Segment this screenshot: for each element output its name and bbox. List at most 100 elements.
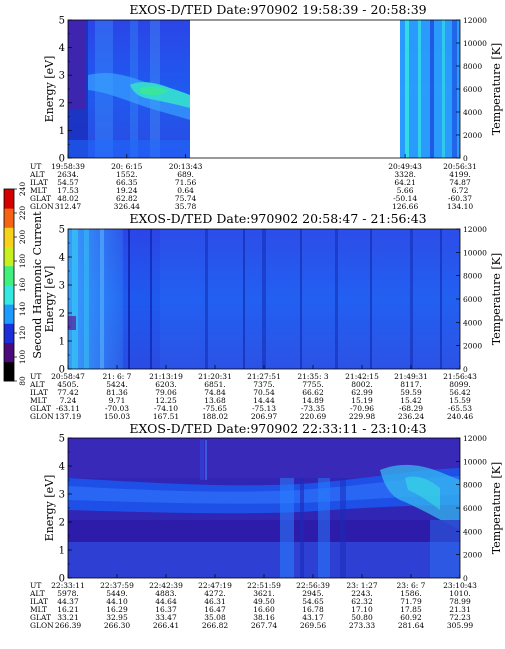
table-cell: 66.62 (302, 388, 324, 397)
table-cell: 8117. (400, 380, 421, 389)
table-cell: 240.46 (447, 412, 473, 421)
table-row-label: UT (30, 162, 41, 171)
y2-tick-label: 8000 (463, 272, 482, 281)
y-tick-label: 4 (59, 462, 65, 473)
table-cell: 23: 6: 7 (397, 581, 426, 590)
table-row-label: GLON (30, 412, 54, 421)
colorbar-ticks: 80 100 120 140 160 180 200 220 240 (14, 182, 27, 386)
table-cell: 305.99 (447, 621, 473, 630)
table-cell: 49.50 (253, 597, 275, 606)
table-cell: 13.68 (204, 396, 226, 405)
table-cell: 220.69 (300, 412, 326, 421)
table-cell: 236.24 (398, 412, 424, 421)
table-cell: 3621. (253, 589, 274, 598)
table-cell: 7755. (302, 380, 323, 389)
y2-tick-label: 6000 (463, 85, 482, 94)
panel-3-y2label: Temperature [K] (490, 462, 503, 554)
y2-tick-label: 10000 (463, 248, 487, 257)
colorbar-cell (4, 227, 14, 247)
table-cell: -75.65 (203, 404, 227, 413)
table-cell: 48.02 (57, 194, 79, 203)
table-cell: 64.21 (394, 178, 415, 187)
table-cell: -75.13 (252, 404, 276, 413)
table-row-label: GLON (30, 621, 54, 630)
table-cell: -70.03 (105, 404, 129, 413)
table-cell: 20: 6:15 (111, 162, 143, 171)
table-cell: 266.30 (104, 621, 130, 630)
y2-tick-label: 10000 (463, 39, 487, 48)
table-cell: 74.87 (449, 178, 471, 187)
table-cell: 15.59 (449, 396, 471, 405)
table-cell: 15.42 (400, 396, 422, 405)
table-cell: 21:56:43 (443, 372, 477, 381)
panel-2-title: EXOS-D/TED Date:970902 20:58:47 - 21:56:… (129, 211, 426, 226)
y2-tick-label: 8000 (463, 481, 482, 490)
colorbar-cell (4, 342, 14, 363)
table-cell: 19.24 (116, 186, 138, 195)
table-cell: 4199. (449, 170, 470, 179)
y2-tick-label: 6000 (463, 504, 482, 513)
table-cell: 5.66 (397, 186, 414, 195)
colorbar-tick-label: 220 (18, 206, 27, 221)
table-cell: 3328. (394, 170, 415, 179)
table-cell: 44.64 (155, 597, 177, 606)
y2-tick-label: 4000 (463, 527, 482, 536)
y2-tick-label: 2000 (463, 342, 482, 351)
table-cell: 267.74 (251, 621, 277, 630)
y-tick-label: 3 (59, 281, 65, 292)
table-cell: -74.10 (154, 404, 178, 413)
table-cell: 22:42:39 (149, 581, 183, 590)
panel-1-title: EXOS-D/TED Date:970902 19:58:39 - 20:58:… (129, 2, 426, 17)
table-cell: 8099. (449, 380, 470, 389)
table-cell: 12.25 (155, 396, 177, 405)
table-cell: 134.10 (447, 202, 473, 211)
table-row-label: ALT (29, 589, 45, 598)
table-cell: 54.65 (302, 597, 324, 606)
table-cell: 5978. (57, 589, 78, 598)
panel-1: EXOS-D/TED Date:970902 19:58:39 - 20:58:… (29, 2, 503, 211)
table-cell: 71.56 (175, 178, 197, 187)
table-cell: 21:27:51 (247, 372, 281, 381)
y-tick-label: 0 (59, 154, 65, 165)
colorbar-cell (4, 208, 14, 228)
table-cell: 33.21 (57, 613, 78, 622)
table-cell: 4272. (204, 589, 225, 598)
table-cell: 70.54 (253, 388, 275, 397)
table-cell: 6.72 (452, 186, 469, 195)
colorbar-tick-label: 100 (18, 350, 27, 365)
table-cell: 167.51 (153, 412, 179, 421)
colorbar-cell (4, 361, 14, 382)
panel-3-plot-area (68, 438, 460, 578)
y-tick-label: 0 (59, 365, 65, 376)
table-cell: 16.60 (253, 605, 275, 614)
panel-1-ylabel: Energy [eV] (43, 56, 56, 123)
table-cell: 16.29 (106, 605, 128, 614)
table-cell: 20:56:31 (443, 162, 477, 171)
table-cell: 44.10 (106, 597, 128, 606)
table-cell: 22:51:59 (247, 581, 281, 590)
table-cell: -70.96 (350, 404, 374, 413)
table-cell: 2634. (57, 170, 78, 179)
table-cell: 22:56:39 (296, 581, 330, 590)
colorbar-tick-label: 160 (18, 278, 27, 293)
table-cell: -65.53 (448, 404, 472, 413)
y-tick-label: 5 (59, 434, 65, 445)
table-cell: 5449. (106, 589, 127, 598)
y-tick-label: 5 (59, 16, 65, 27)
y-tick-label: 1 (59, 337, 65, 348)
y-tick-label: 4 (59, 43, 65, 54)
table-cell: 14.89 (302, 396, 324, 405)
table-cell: 46.31 (204, 597, 225, 606)
table-cell: 56.42 (449, 388, 471, 397)
table-row-label: ILAT (30, 597, 48, 606)
table-cell: 2243. (351, 589, 372, 598)
table-cell: 16.37 (155, 605, 177, 614)
table-cell: -63.11 (56, 404, 80, 413)
table-row-label: GLON (30, 202, 54, 211)
y-tick-label: 5 (59, 225, 65, 236)
table-cell: 5424. (106, 380, 127, 389)
table-cell: 266.39 (55, 621, 81, 630)
table-cell: 59.59 (400, 388, 422, 397)
table-cell: 206.97 (251, 412, 277, 421)
